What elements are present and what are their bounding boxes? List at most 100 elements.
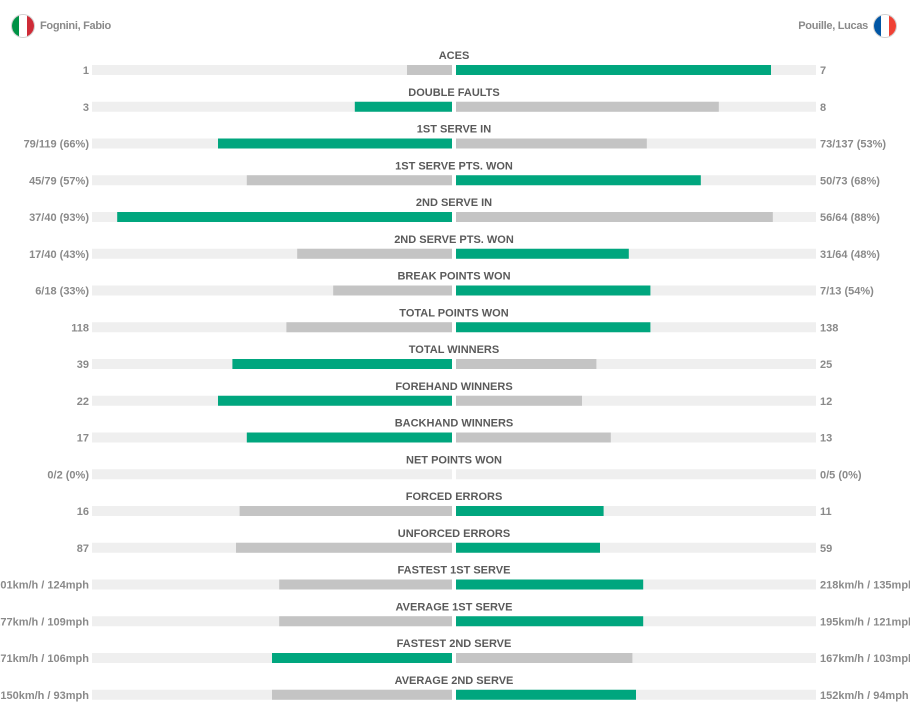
right-value: 152km/h / 94mph [820,690,909,702]
france-flag-icon [874,15,896,37]
left-value: 1 [83,65,89,77]
right-value: 0/5 (0%) [820,469,862,481]
stat-label: 2ND SERVE PTS. WON [394,234,514,246]
right-value: 59 [820,543,832,555]
right-value: 7/13 (54%) [820,286,874,298]
right-value: 8 [820,102,826,114]
right-value: 13 [820,433,832,445]
left-value: 79/119 (66%) [24,139,90,151]
stat-label: FASTEST 2ND SERVE [397,638,512,650]
flag-stripe [19,15,27,37]
right-value: 218km/h / 135mph [820,580,910,592]
stat-label: FORCED ERRORS [406,491,503,503]
flag-stripe [12,15,20,37]
right-bar [456,65,771,75]
left-bar [239,506,452,516]
stat-label: TOTAL POINTS WON [399,307,508,319]
right-track [456,469,816,480]
right-track [456,359,816,369]
flag-stripe [888,15,896,37]
left-bar [232,359,452,369]
right-bar [456,359,597,369]
right-track [456,395,816,406]
left-bar [246,432,452,443]
left-track [92,469,452,480]
stat-label: NET POINTS WON [406,454,502,466]
left-value: 3 [83,102,89,114]
stat-label: DOUBLE FAULTS [408,87,499,99]
left-bar [297,248,452,259]
left-value: 118 [71,322,89,334]
left-value: 37/40 (93%) [29,212,89,224]
left-value: 87 [77,543,89,555]
right-value: 195km/h / 121mph [820,616,910,628]
player-right: Pouille, Lucas [798,15,896,37]
left-value: 177km/h / 109mph [0,616,89,628]
left-bar [272,689,452,700]
stat-label: 2ND SERVE IN [416,197,492,209]
stat-label: ACES [439,50,470,62]
left-bar [117,212,452,222]
left-bar [333,285,452,296]
left-track [92,322,452,333]
stat-label: 1ST SERVE IN [417,124,491,136]
right-bar [456,248,629,259]
left-value: 45/79 (57%) [29,175,89,187]
stat-label: TOTAL WINNERS [409,344,499,356]
left-value: 0/2 (0%) [47,469,89,481]
right-track [456,432,816,443]
right-value: 56/64 (88%) [820,212,880,224]
right-value: 31/64 (48%) [820,249,880,261]
player-right-name: Pouille, Lucas [798,20,868,32]
left-value: 150km/h / 93mph [0,690,89,702]
player-left-name: Fognini, Fabio [40,20,111,32]
right-bar [456,542,600,553]
right-track [456,542,816,553]
right-bar [456,506,604,516]
left-track [92,616,452,627]
left-value: 22 [77,396,89,408]
stat-label: 1ST SERVE PTS. WON [395,160,513,172]
right-value: 25 [820,359,832,371]
right-bar [456,175,701,186]
left-bar [279,616,452,627]
left-value: 171km/h / 106mph [0,653,89,665]
left-track [92,101,452,112]
stat-label: AVERAGE 1ST SERVE [396,601,513,613]
left-value: 6/18 (33%) [35,286,89,298]
left-bar [272,653,452,663]
right-bar [456,616,644,627]
left-value: 201km/h / 124mph [0,580,89,592]
left-bar [279,579,452,590]
left-value: 17/40 (43%) [29,249,89,261]
flag-stripe [26,15,34,37]
right-track [456,506,816,516]
right-bar [456,689,636,700]
flag-stripe [881,15,889,37]
right-bar [456,212,773,222]
right-value: 138 [820,322,838,334]
left-bar [354,101,452,112]
right-track [456,248,816,259]
right-value: 12 [820,396,832,408]
right-value: 73/137 (53%) [820,139,886,151]
left-value: 39 [77,359,89,371]
right-value: 50/73 (68%) [820,175,880,187]
right-value: 7 [820,65,826,77]
left-bar [236,542,452,553]
italy-flag-icon [12,15,34,37]
left-track [92,579,452,590]
right-bar [456,101,719,112]
stat-label: UNFORCED ERRORS [398,528,510,540]
right-value: 167km/h / 103mph [820,653,910,665]
left-track [92,285,452,296]
left-track [92,248,452,259]
right-bar [456,285,651,296]
right-bar [456,432,611,443]
left-bar [407,65,452,75]
stat-label: AVERAGE 2ND SERVE [395,675,514,687]
right-value: 11 [820,506,832,518]
right-bar [456,653,633,663]
flag-stripe [874,15,882,37]
